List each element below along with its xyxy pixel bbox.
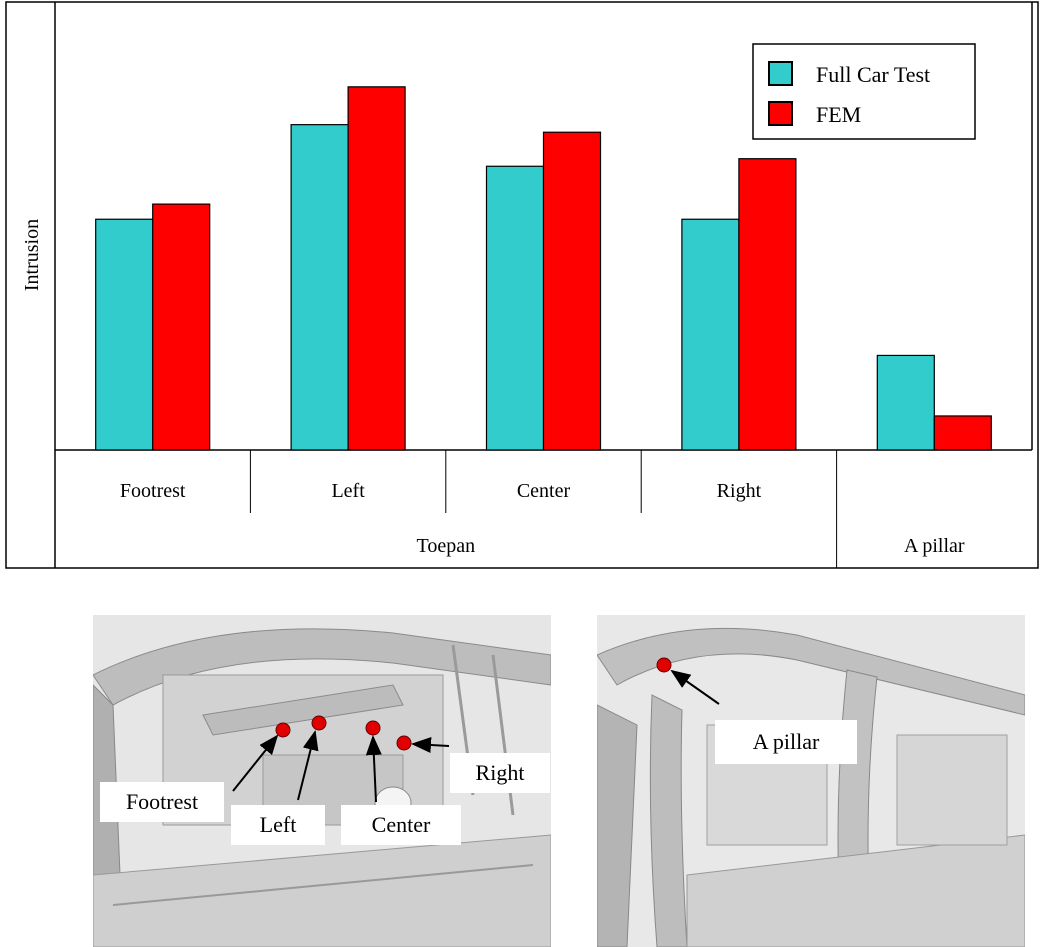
legend-label-full-car-test: Full Car Test bbox=[816, 62, 930, 87]
bar-full-car-test-right bbox=[681, 218, 740, 451]
category-labels: Footrest Left Center Right bbox=[120, 480, 762, 502]
arrow-left bbox=[297, 730, 319, 801]
bar-full-car-test-center bbox=[485, 165, 545, 451]
bars-layer bbox=[95, 86, 992, 451]
marker-center bbox=[365, 720, 381, 736]
bar-fem-right bbox=[738, 158, 797, 451]
bar-full-car-test-a-pillar bbox=[876, 354, 935, 451]
arrow-center bbox=[365, 735, 382, 803]
category-label-left: Left bbox=[331, 480, 365, 502]
callout-a-pillar: A pillar bbox=[715, 720, 857, 764]
callout-center: Center bbox=[341, 805, 461, 845]
car-body-interior-illustration bbox=[93, 615, 551, 947]
arrow-a-pillar bbox=[670, 669, 720, 705]
marker-right bbox=[396, 735, 412, 751]
legend-swatch-full-car-test bbox=[768, 61, 793, 86]
intrusion-bar-chart: Footrest Left Center Right Toepan A pillar I… bbox=[5, 1, 1039, 569]
arrow-footrest bbox=[232, 734, 279, 792]
a-pillar-photo bbox=[597, 615, 1025, 947]
category-label-center: Center bbox=[517, 480, 571, 502]
arrow-right bbox=[411, 737, 450, 753]
group-labels: Toepan A pillar bbox=[417, 535, 965, 557]
marker-a-pillar bbox=[656, 657, 672, 673]
y-axis-label: Intrusion bbox=[21, 219, 43, 291]
bar-full-car-test-footrest bbox=[95, 218, 154, 451]
a-pillar-markers bbox=[656, 657, 720, 705]
category-label-footrest: Footrest bbox=[120, 480, 186, 502]
group-label-a-pillar: A pillar bbox=[904, 535, 965, 557]
bar-fem-footrest bbox=[152, 203, 211, 451]
toepan-photo bbox=[93, 615, 551, 947]
legend-label-fem: FEM bbox=[816, 102, 861, 127]
bar-fem-left bbox=[347, 86, 406, 451]
callout-left: Left bbox=[231, 805, 325, 845]
bar-full-car-test-left bbox=[290, 124, 349, 451]
category-label-right: Right bbox=[717, 480, 762, 502]
legend: Full Car Test FEM bbox=[752, 43, 976, 140]
bar-fem-a-pillar bbox=[933, 415, 992, 451]
marker-footrest bbox=[275, 722, 291, 738]
legend-swatch-fem bbox=[768, 101, 793, 126]
group-label-toepan: Toepan bbox=[417, 535, 476, 557]
callout-right: Right bbox=[450, 753, 550, 793]
marker-left bbox=[311, 715, 327, 731]
toepan-markers bbox=[232, 715, 450, 803]
callout-footrest: Footrest bbox=[100, 782, 224, 822]
bar-fem-center bbox=[542, 131, 602, 451]
